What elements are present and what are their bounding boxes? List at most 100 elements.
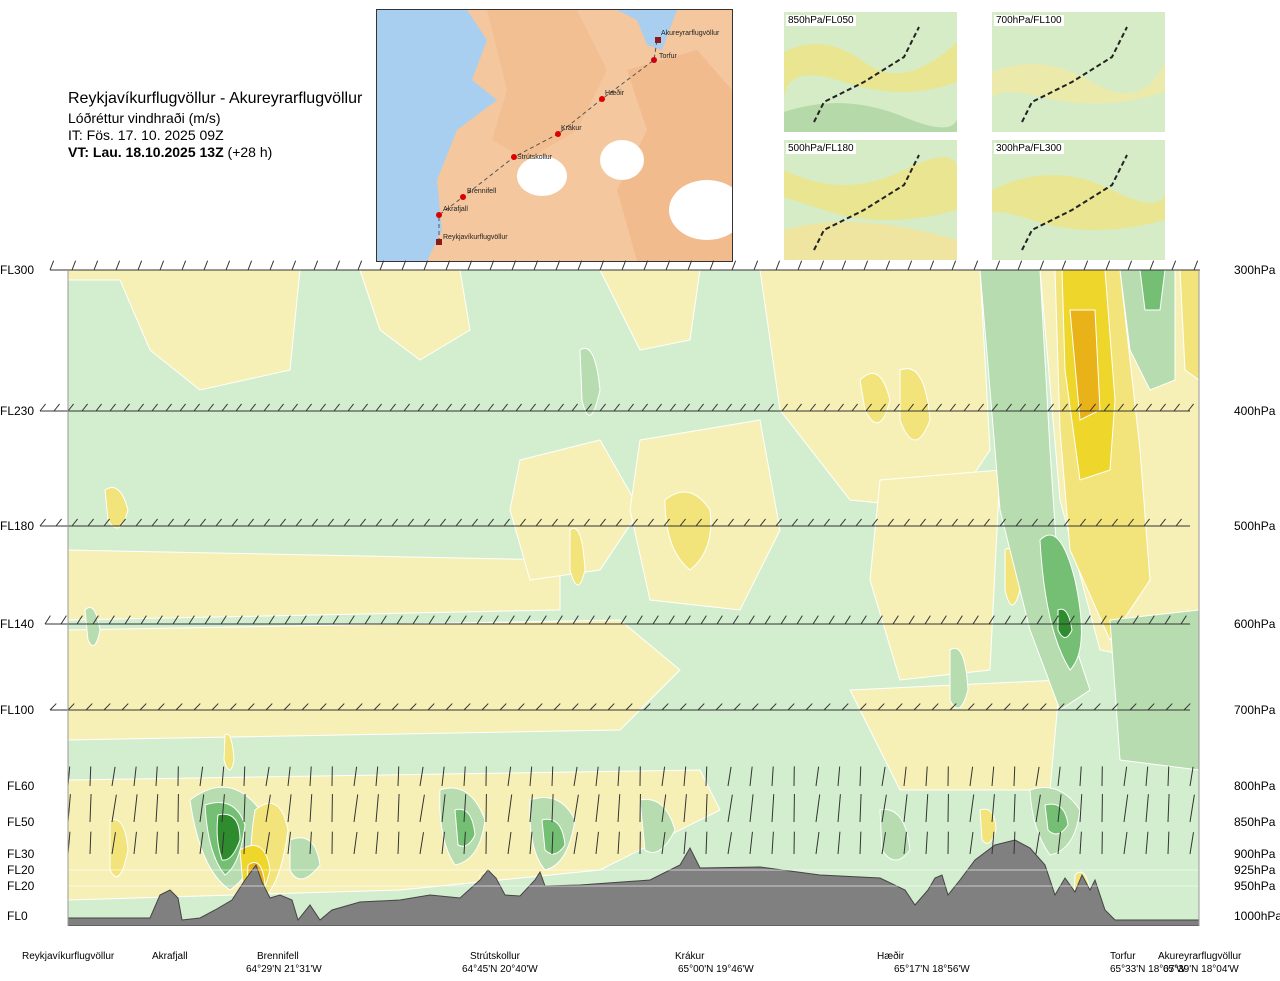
wind-barb: [225, 260, 231, 271]
wind-barb: [193, 403, 200, 412]
wind-barb: [287, 794, 292, 823]
wind-barb: [188, 615, 195, 625]
thumbnail-850-drawing: [784, 12, 957, 132]
map-point-akureyri[interactable]: [655, 37, 661, 43]
wind-barb: [89, 831, 92, 855]
wind-barb: [613, 403, 620, 412]
wind-barb: [828, 615, 835, 625]
wind-barb: [119, 518, 126, 527]
wind-barb: [221, 831, 225, 855]
wind-barb: [316, 615, 323, 625]
wind-barb: [787, 703, 795, 711]
wind-barb: [895, 703, 903, 711]
wind-barb: [60, 615, 67, 625]
wind-barb: [109, 403, 116, 412]
contour-region: [569, 527, 586, 586]
contour-region: [68, 270, 301, 391]
wind-barb: [1123, 831, 1128, 855]
wind-barb: [956, 615, 963, 625]
wind-barb: [643, 260, 649, 271]
contour-region: [454, 808, 476, 847]
wind-barb: [903, 766, 907, 787]
wind-barb: [841, 703, 849, 711]
wind-barb: [684, 615, 691, 625]
wind-barb: [871, 518, 878, 527]
route-map[interactable]: Akureyrarflugvöllur Torfur Hæðir Krákur …: [376, 9, 733, 262]
contour-region: [109, 818, 129, 878]
wind-barb: [300, 615, 307, 625]
wind-barb: [969, 766, 974, 787]
thumbnail-300[interactable]: 300hPa/FL300: [992, 140, 1165, 260]
wind-barb: [764, 615, 771, 625]
wind-barb: [940, 615, 947, 625]
wind-barb: [725, 403, 732, 412]
location-strutskollur-coord: 64°45'N 20°40'W: [462, 964, 538, 975]
wind-barb: [103, 518, 110, 527]
wind-barb: [295, 518, 302, 527]
wind-barb: [595, 766, 599, 787]
wind-barb: [236, 615, 243, 625]
wind-barb: [919, 518, 926, 527]
wind-barb: [551, 766, 554, 787]
wind-barb: [445, 403, 452, 412]
wind-barb: [1021, 703, 1029, 711]
wind-barb: [151, 403, 158, 412]
right-axis-label: 600hPa: [1234, 617, 1276, 631]
wind-barb: [1100, 615, 1107, 625]
wind-barb: [963, 403, 970, 412]
wind-barb: [551, 518, 558, 527]
right-axis-label: 800hPa: [1234, 779, 1276, 793]
location-akrafjall: Akrafjall: [152, 951, 188, 962]
wind-barb: [805, 703, 813, 711]
wind-barb: [727, 766, 732, 787]
map-point-brennifell[interactable]: [460, 194, 466, 200]
location-haedir: Hæðir: [877, 951, 905, 962]
wind-barb: [556, 615, 563, 625]
wind-barb: [93, 260, 99, 271]
map-point-krakur[interactable]: [555, 131, 561, 137]
wind-barb: [277, 403, 284, 412]
wind-barb: [95, 403, 102, 412]
wind-barb: [221, 794, 225, 823]
wind-barb: [207, 403, 214, 412]
location-brennifell: Brennifell: [257, 951, 299, 962]
location-reykjavik: Reykjavíkurflugvöllur: [22, 951, 115, 962]
wind-barb: [319, 403, 326, 412]
wind-barb: [636, 615, 643, 625]
wind-barb: [1159, 518, 1166, 527]
wind-barb: [577, 260, 583, 271]
thumbnail-500[interactable]: 500hPa/FL180: [784, 140, 957, 260]
wind-barb: [76, 615, 83, 625]
contour-region: [68, 619, 681, 741]
thumbnail-700[interactable]: 700hPa/FL100: [992, 12, 1165, 132]
contour-region: [599, 270, 701, 351]
wind-barb: [71, 518, 78, 527]
wind-barb: [492, 615, 499, 625]
wind-barb: [812, 615, 819, 625]
thumbnail-850[interactable]: 850hPa/FL050: [784, 12, 957, 132]
wind-barb: [771, 766, 774, 787]
map-point-strutskollur[interactable]: [511, 154, 517, 160]
wind-barb: [1145, 403, 1152, 412]
map-point-akrafjall[interactable]: [436, 212, 442, 218]
thumbnail-700-drawing: [992, 12, 1165, 132]
wind-barb: [231, 518, 238, 527]
wind-barb: [428, 615, 435, 625]
wind-barb: [1079, 518, 1086, 527]
thumbnail-500-label: 500hPa/FL180: [786, 143, 856, 154]
wind-barb: [199, 794, 205, 823]
wind-barb: [1127, 518, 1134, 527]
wind-barb: [511, 260, 517, 271]
wind-barb: [489, 260, 495, 271]
wind-barb: [157, 703, 165, 711]
wind-barb: [396, 615, 403, 625]
wind-barb: [1111, 703, 1119, 711]
wind-barb: [753, 260, 759, 271]
map-point-haedir[interactable]: [599, 96, 605, 102]
wind-barb: [551, 831, 554, 855]
wind-barb: [881, 832, 886, 855]
map-point-reykjavik[interactable]: [436, 239, 442, 245]
map-point-torfur[interactable]: [651, 57, 657, 63]
wind-barb: [417, 403, 424, 412]
wind-barb: [969, 831, 974, 855]
